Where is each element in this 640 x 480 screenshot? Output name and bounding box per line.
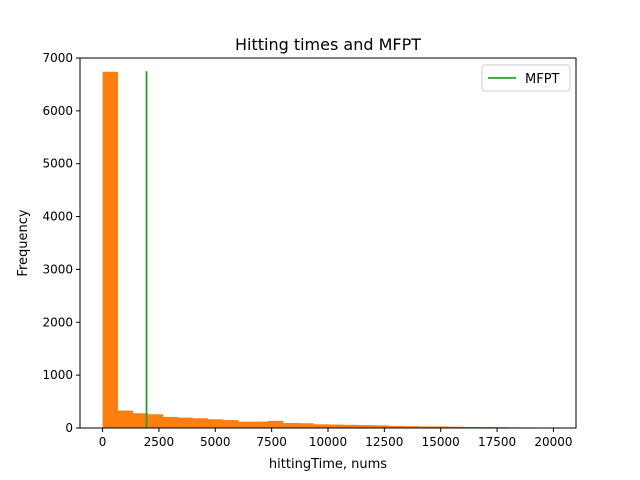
histogram-bar — [267, 420, 284, 428]
histogram-bar — [328, 424, 344, 428]
y-tick-label: 1000 — [42, 368, 73, 382]
histogram-bar — [463, 426, 479, 428]
x-tick-label: 15000 — [422, 435, 460, 449]
histogram-bar — [373, 425, 389, 428]
histogram-bar — [448, 426, 464, 428]
histogram-bar — [177, 417, 194, 428]
x-tick-label: 5000 — [200, 435, 231, 449]
x-axis-label: hittingTime, nums — [269, 457, 387, 472]
legend: MFPT — [481, 64, 571, 92]
histogram-bar — [207, 419, 224, 428]
x-tick-label: 7500 — [256, 435, 287, 449]
y-tick-label: 3000 — [42, 262, 73, 276]
y-tick-label: 4000 — [42, 210, 73, 224]
histogram-bar — [388, 425, 404, 428]
histogram-bar — [252, 421, 269, 428]
y-tick-label: 5000 — [42, 157, 73, 171]
chart-title: Hitting times and MFPT — [235, 35, 421, 54]
histogram-bar — [418, 426, 434, 428]
histogram-bar — [237, 421, 254, 428]
histogram-bar — [343, 424, 359, 428]
x-tick-label: 2500 — [144, 435, 175, 449]
x-axis-ticks: 0 2500 5000 7500 10000 12500 15000 17500 20000 — [99, 428, 573, 449]
histogram-bar — [162, 416, 179, 428]
y-tick-label: 0 — [65, 421, 73, 435]
legend-mfpt-label: MFPT — [525, 72, 560, 87]
y-tick-label: 2000 — [42, 315, 73, 329]
y-axis-label: Frequency — [16, 209, 31, 276]
x-tick-label: 0 — [99, 435, 107, 449]
histogram-bar — [403, 426, 419, 428]
histogram-bar — [297, 423, 314, 428]
y-axis-ticks: 0 1000 2000 3000 4000 5000 6000 7000 — [42, 51, 80, 435]
y-tick-label: 6000 — [42, 104, 73, 118]
x-tick-label: 10000 — [309, 435, 347, 449]
histogram-bars — [102, 71, 554, 429]
histogram-bar — [147, 414, 164, 428]
histogram-bar — [433, 426, 449, 428]
histogram-bar — [282, 422, 299, 428]
histogram-bar — [222, 420, 239, 428]
histogram-bar — [132, 413, 149, 428]
histogram-bar — [117, 410, 134, 428]
x-tick-label: 17500 — [478, 435, 516, 449]
histogram-bar — [358, 425, 374, 428]
y-tick-label: 7000 — [42, 51, 73, 65]
histogram-bar — [102, 71, 118, 429]
legend-box — [481, 64, 571, 92]
histogram-bar — [312, 424, 329, 428]
x-tick-label: 20000 — [534, 435, 572, 449]
histogram-bar — [192, 418, 209, 428]
x-tick-label: 12500 — [365, 435, 403, 449]
